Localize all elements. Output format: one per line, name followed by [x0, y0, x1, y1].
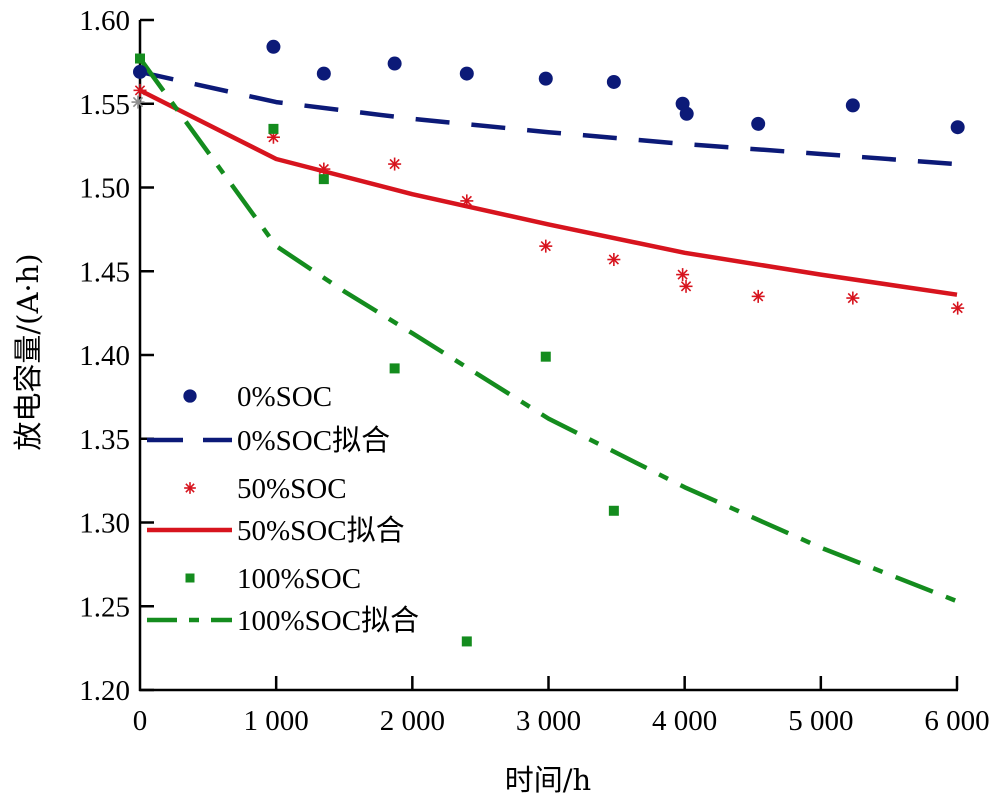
series-line-100%SOC拟合 [138, 57, 958, 604]
x-tick-label: 0 [133, 705, 148, 737]
data-point [461, 636, 472, 647]
y-tick-label: 1.55 [79, 89, 130, 121]
data-point [268, 123, 279, 134]
data-point [679, 106, 694, 121]
x-tick-label: 5 000 [788, 705, 853, 737]
data-point [539, 239, 553, 253]
data-point [460, 194, 474, 208]
x-tick-label: 6 000 [924, 705, 989, 737]
data-point [389, 363, 400, 374]
data-point [950, 120, 965, 135]
data-point [133, 83, 147, 97]
legend: 0%SOC 0%SOC拟合 50%SOC 50%SOC拟合 100%SOC 100%SOC… [147, 381, 419, 637]
legend-label: 50%SOC拟合 [237, 514, 405, 547]
series-line-0%SOC拟合 [139, 69, 958, 167]
legend-label: 0%SOC拟合 [237, 424, 390, 457]
x-axis-title: 时间/h [505, 763, 591, 797]
y-tick-label: 1.50 [79, 173, 130, 205]
y-tick-label: 1.60 [79, 5, 130, 37]
series-line-50%SOC拟合 [138, 88, 958, 297]
data-point-gray-marker [131, 95, 145, 109]
y-tick-label: 1.35 [79, 424, 130, 456]
legend-item: 50%SOC [184, 473, 347, 505]
y-tick-label: 1.20 [79, 675, 130, 707]
x-tick-label: 2 000 [380, 705, 445, 737]
data-point [459, 66, 474, 81]
data-point [133, 64, 147, 79]
data-point [388, 157, 402, 171]
axes: 1.20 1.25 1.30 1.35 1.40 1.45 1.50 1.55 1.60 0 1 0… [79, 5, 989, 737]
data-point [846, 291, 860, 305]
legend-marker [184, 482, 196, 494]
legend-item: 100%SOC [185, 563, 361, 595]
y-tick-label: 1.25 [79, 591, 130, 623]
data-point [845, 98, 860, 113]
data-point [679, 279, 693, 293]
data-point [607, 253, 621, 267]
y-axis-title: 放电容量/(A·h) [11, 253, 45, 450]
data-point [606, 74, 621, 89]
x-tick-label: 4 000 [652, 705, 717, 737]
y-tick-label: 1.30 [79, 508, 130, 540]
legend-marker [183, 389, 197, 403]
data-point [608, 505, 619, 516]
data-point [135, 53, 145, 64]
legend-item: 100%SOC拟合 [147, 604, 419, 637]
data-point [318, 174, 329, 185]
legend-label: 100%SOC [237, 563, 361, 595]
data-point [316, 66, 331, 81]
legend-item: 0%SOC [183, 381, 332, 413]
data-point [676, 268, 690, 282]
y-tick-label: 1.45 [79, 256, 130, 288]
data-point [751, 116, 766, 131]
data-point [951, 301, 965, 315]
data-point [317, 162, 331, 176]
x-tick-label: 3 000 [516, 705, 581, 737]
data-point [540, 351, 551, 362]
legend-label: 0%SOC [237, 381, 332, 413]
legend-marker [185, 573, 195, 583]
series-layer [131, 39, 965, 647]
y-tick-label: 1.40 [79, 340, 130, 372]
data-point [751, 289, 765, 303]
data-point [538, 71, 553, 86]
legend-item: 0%SOC拟合 [147, 424, 390, 457]
data-point [387, 56, 402, 71]
data-point [266, 39, 281, 54]
legend-label: 100%SOC拟合 [237, 604, 419, 637]
legend-label: 50%SOC [237, 473, 347, 505]
x-tick-label: 1 000 [244, 705, 309, 737]
legend-item: 50%SOC拟合 [147, 514, 405, 547]
